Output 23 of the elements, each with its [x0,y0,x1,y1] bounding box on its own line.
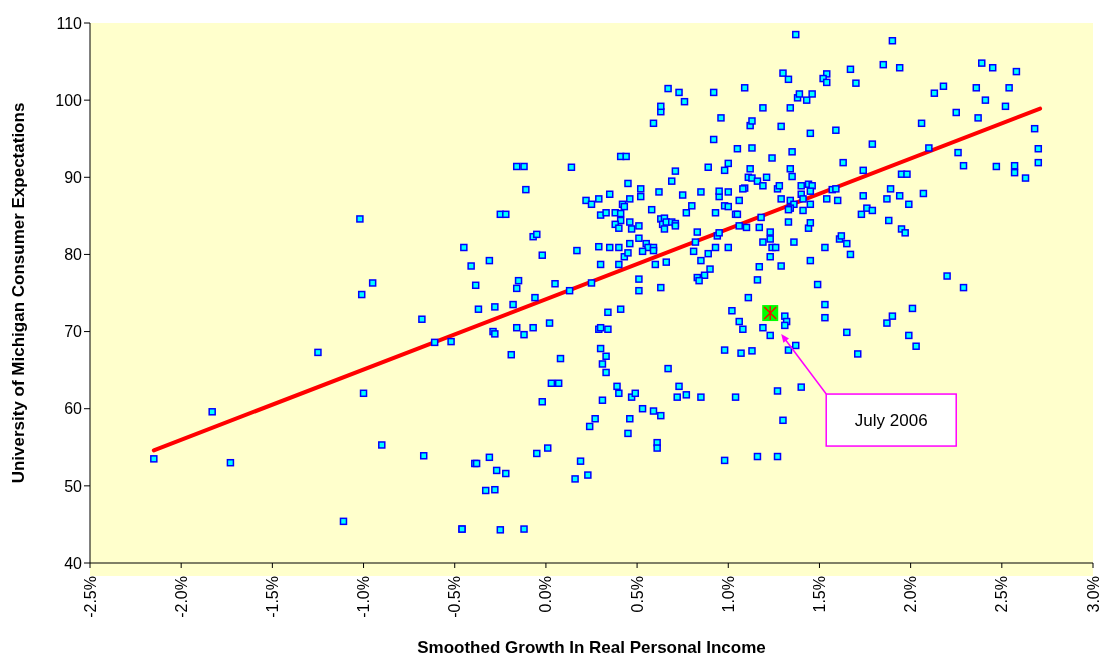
x-tick-label: 0.5% [628,576,646,613]
y-tick-label: 60 [64,400,83,418]
x-tick-label: 2.0% [902,576,920,613]
y-tick-label: 50 [64,477,83,495]
y-tick-label: 80 [64,246,83,264]
y-tick-label: 70 [64,323,83,341]
x-tick-label: -1.5% [263,576,281,618]
y-tick-label: 40 [64,554,83,572]
x-tick-label: 1.5% [810,576,828,613]
x-tick-label: -2.5% [81,576,99,618]
x-tick-label: 3.0% [1084,576,1102,613]
y-tick-label: 90 [64,168,83,186]
y-axis-title: University of Michigan Consumer Expectations [9,102,29,484]
x-tick-label: 2.5% [993,576,1011,613]
x-tick-label: 1.0% [719,576,737,613]
x-tick-label: 0.0% [537,576,555,613]
annotation: July 2006 [854,410,928,430]
y-tick-label: 100 [55,91,83,109]
x-axis-title: Smoothed Growth In Real Personal Income [417,638,766,657]
x-tick-label: -0.5% [446,576,464,618]
y-tick-label: 110 [56,14,83,32]
x-tick-label: -1.0% [355,576,373,618]
x-tick-label: -2.0% [172,576,190,618]
